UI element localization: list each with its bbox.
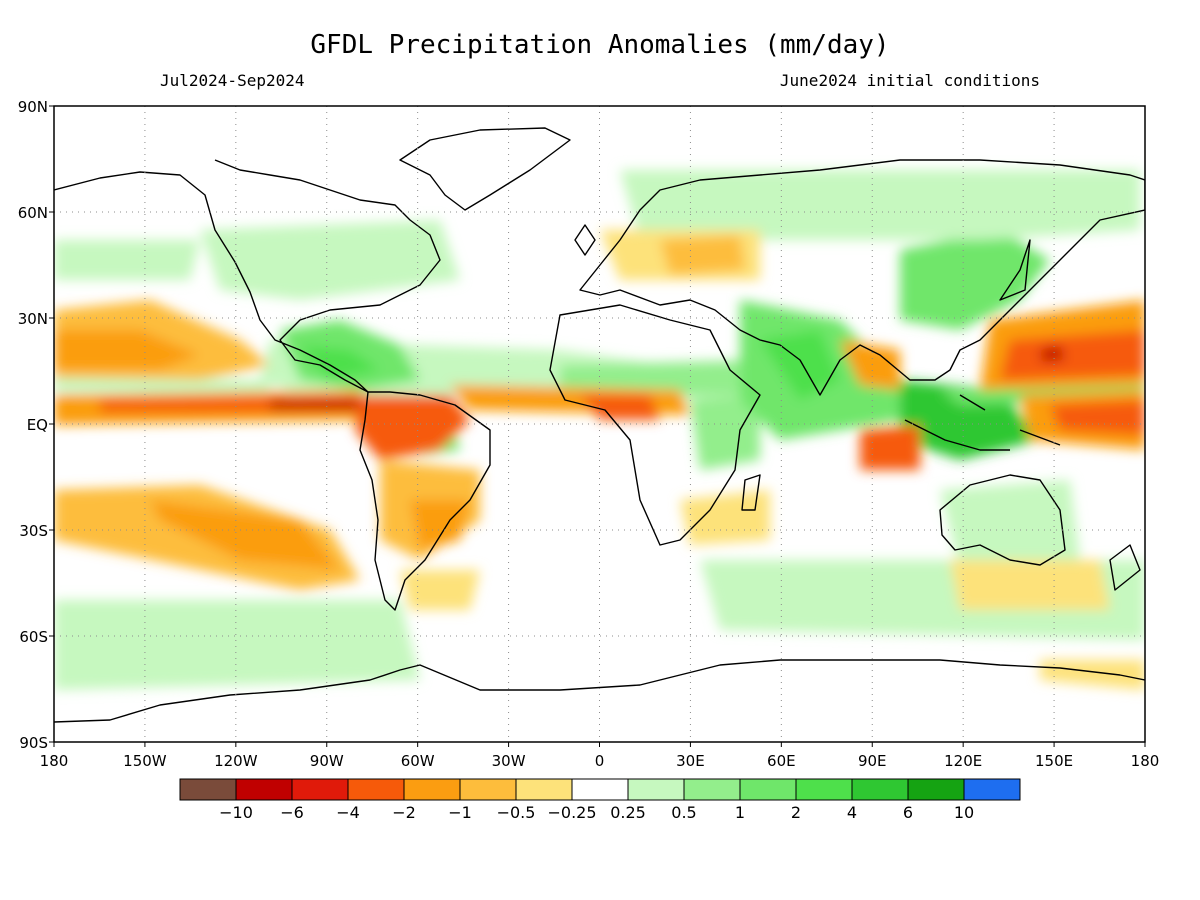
wet-region-australia — [940, 480, 1080, 570]
lon-label: 60W — [401, 752, 435, 770]
colorbar-label: 1 — [735, 803, 745, 822]
dry-region-nw-pacific-core — [1000, 330, 1145, 380]
latitude-labels: 90N 60N 30N EQ 30S 60S 90S — [18, 98, 48, 752]
lat-label: 30S — [19, 522, 48, 540]
lon-label: 90E — [858, 752, 887, 770]
wet-region-africa-sahel — [560, 360, 760, 395]
gridlines — [54, 106, 1145, 742]
dry-region-nw-pacific-max — [1040, 345, 1065, 362]
dry-region-gulf-guinea — [580, 395, 660, 420]
lon-label: 30E — [676, 752, 705, 770]
dry-region-black-sea — [660, 235, 745, 275]
colorbar-swatch — [627, 778, 685, 801]
colorbar-swatch — [291, 778, 349, 801]
lat-label: 60S — [19, 628, 48, 646]
dry-region-se-pacific-core — [150, 500, 340, 570]
dry-region-s-africa — [680, 490, 770, 545]
eurasia-coast — [579, 159, 1145, 396]
colorbar-label: −4 — [336, 803, 360, 822]
antarctica-coast — [54, 659, 1145, 723]
wet-region-caribbean — [300, 345, 380, 380]
dry-region-ne-pacific-core — [54, 330, 200, 370]
colorbar-label: −0.5 — [497, 803, 536, 822]
wet-region-east-africa — [690, 395, 760, 470]
wet-region-north-america — [200, 220, 460, 300]
wet-region-siberia — [620, 170, 1140, 240]
lat-label: 90N — [18, 98, 48, 116]
lon-label: 90W — [310, 752, 344, 770]
lon-label: 150E — [1035, 752, 1073, 770]
colorbar-label: 10 — [954, 803, 974, 822]
wet-region-southern-ocean-w — [54, 600, 420, 690]
japan-coast — [999, 239, 1031, 301]
south-america-coast — [359, 391, 491, 611]
colorbar-label: −2 — [392, 803, 416, 822]
colorbar-swatch — [571, 778, 629, 801]
lat-label: 60N — [18, 204, 48, 222]
new-zealand-coast — [1109, 544, 1141, 591]
colorbar-swatch — [459, 778, 517, 801]
colorbar-labels: −10 −6 −4 −2 −1 −0.5 −0.25 0.25 0.5 1 2 4 6 10 — [219, 803, 974, 822]
colorbar-label: −0.25 — [547, 803, 596, 822]
greenland-coast — [399, 127, 571, 211]
colorbar-swatch — [683, 778, 741, 801]
axis-ticks — [49, 105, 1146, 747]
maritime-continent-coast — [904, 394, 1061, 451]
coastlines — [54, 127, 1145, 723]
lon-label: 120W — [214, 752, 258, 770]
colorbar-label: 0.5 — [671, 803, 696, 822]
colorbar-swatch — [739, 778, 797, 801]
colorbar-label: −6 — [280, 803, 304, 822]
australia-coast — [939, 474, 1066, 566]
dry-region-s-atlantic — [400, 570, 480, 610]
longitude-labels: 180 150W 120W 90W 60W 30W 0 30E 60E 90E 120E 150E 18… — [40, 752, 1160, 770]
dry-region-w-pacific-eq-core — [1050, 400, 1145, 435]
dry-region-e-indian-ocean — [860, 425, 920, 470]
colorbar-swatch — [515, 778, 573, 801]
lat-label: 30N — [18, 310, 48, 328]
colorbar-swatch — [235, 778, 293, 801]
wet-region-north-pacific — [54, 240, 200, 280]
colorbar — [179, 778, 1021, 801]
colorbar-label: 0.25 — [610, 803, 646, 822]
africa-coast — [549, 304, 761, 546]
dry-region-southern-pacific-edge — [1040, 660, 1145, 690]
colorbar-label: −1 — [448, 803, 472, 822]
lon-label: 0 — [595, 752, 605, 770]
wet-region-east-asia — [900, 230, 1050, 330]
wet-region-india — [760, 330, 840, 400]
colorbar-swatch — [179, 778, 237, 801]
british-isles-coast — [574, 224, 596, 256]
colorbar-swatch — [907, 778, 965, 801]
colorbar-label: 6 — [903, 803, 913, 822]
colorbar-swatch — [403, 778, 461, 801]
lon-label: 120E — [944, 752, 982, 770]
lon-label: 180 — [40, 752, 69, 770]
dry-region-eq-pacific-max — [270, 400, 360, 410]
period-label: Jul2024-Sep2024 — [160, 71, 305, 90]
dry-region-south-pacific-e — [950, 560, 1110, 610]
lon-label: 30W — [492, 752, 526, 770]
lat-label: 90S — [19, 734, 48, 752]
map-title: GFDL Precipitation Anomalies (mm/day) — [310, 30, 889, 60]
dry-region-nw-south-america — [355, 395, 470, 460]
north-america-coast — [54, 159, 441, 393]
colorbar-swatch — [851, 778, 909, 801]
dry-region-s-brazil — [410, 500, 470, 550]
colorbar-label: 2 — [791, 803, 801, 822]
wet-region-north-pacific-belt — [54, 375, 270, 395]
colorbar-swatch — [963, 778, 1021, 801]
lon-label: 150W — [123, 752, 167, 770]
lon-label: 180 — [1131, 752, 1160, 770]
lat-label: EQ — [27, 416, 48, 434]
init-label: June2024 initial conditions — [780, 71, 1040, 90]
colorbar-swatch — [795, 778, 853, 801]
lon-label: 60E — [767, 752, 796, 770]
colorbar-swatch — [347, 778, 405, 801]
colorbar-label: 4 — [847, 803, 857, 822]
madagascar-coast — [741, 474, 761, 511]
dry-region-bay-bengal — [840, 340, 900, 390]
colorbar-label: −10 — [219, 803, 253, 822]
